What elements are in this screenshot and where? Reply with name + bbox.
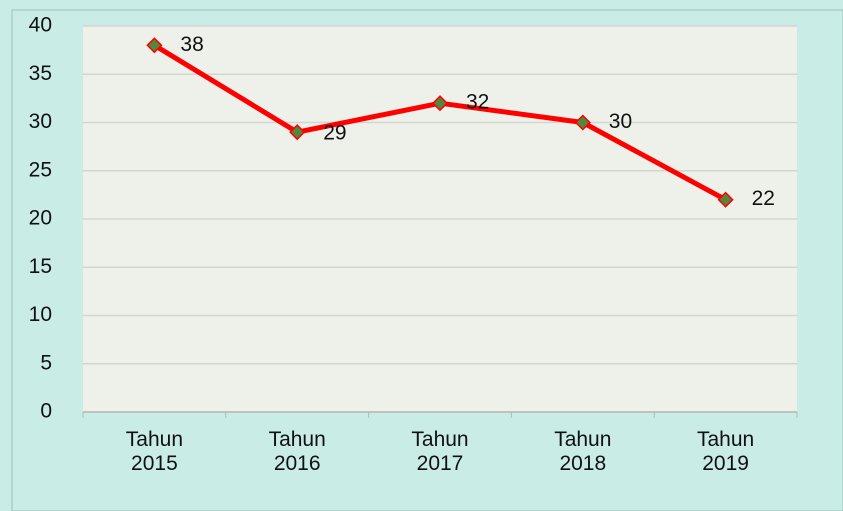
x-tick-label: Tahun 2018 [554, 428, 612, 475]
data-label: 22 [752, 187, 775, 210]
x-tick-label: Tahun 2017 [411, 428, 469, 475]
y-tick-label: 35 [29, 62, 52, 85]
data-label: 29 [323, 122, 346, 145]
marker [146, 37, 163, 54]
x-tick-label: Tahun 2015 [125, 428, 183, 475]
data-label: 38 [180, 33, 203, 56]
y-tick-label: 15 [29, 255, 52, 278]
y-tick-label: 25 [29, 158, 52, 181]
marker [717, 191, 734, 208]
y-tick-label: 40 [29, 14, 52, 37]
x-tick-label: Tahun 2016 [268, 428, 326, 475]
data-label: 30 [609, 110, 632, 133]
data-label: 32 [466, 91, 489, 114]
y-tick-label: 0 [40, 400, 52, 423]
x-tick-label: Tahun 2019 [696, 428, 755, 475]
marker [431, 95, 449, 112]
y-tick-label: 10 [29, 303, 52, 326]
y-tick-label: 5 [40, 351, 52, 374]
y-tick-label: 20 [29, 207, 52, 230]
marker [289, 124, 306, 141]
marker [574, 114, 591, 131]
y-tick-label: 30 [29, 110, 52, 133]
